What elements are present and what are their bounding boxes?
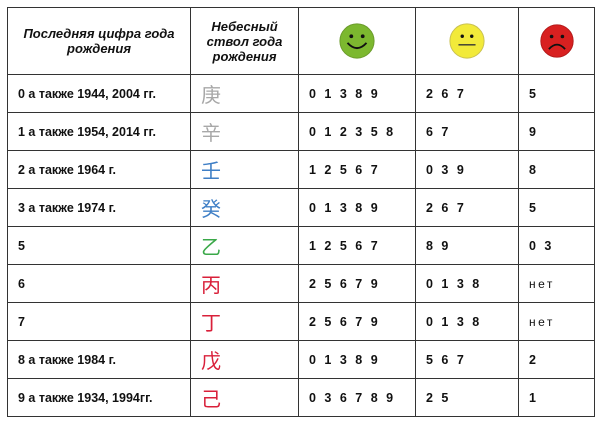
last-digit-cell: 0 а также 1944, 2004 гг. (7, 74, 191, 113)
neutral-years-cell: 5 6 7 (415, 340, 519, 379)
last-digit-cell: 1 а также 1954, 2014 гг. (7, 112, 191, 151)
good-years-cell: 0 1 3 8 9 (298, 74, 416, 113)
good-years-cell: 2 5 6 7 9 (298, 302, 416, 341)
neutral-years-cell: 0 1 3 8 (415, 264, 519, 303)
neutral-years-cell: 6 7 (415, 112, 519, 151)
smiley-sad-icon (539, 24, 574, 58)
smiley-neutral-icon (449, 23, 485, 59)
good-years-cell: 0 1 3 8 9 (298, 340, 416, 379)
neutral-years-cell: 0 3 9 (415, 150, 519, 189)
heavenly-stem-cell: 辛 (190, 112, 299, 151)
heavenly-stem-cell: 丙 (190, 264, 299, 303)
bad-years-cell: 2 (518, 340, 595, 379)
heavenly-stem-cell: 丁 (190, 302, 299, 341)
last-digit-cell: 5 (7, 226, 191, 265)
neutral-years-cell: 2 6 7 (415, 188, 519, 227)
last-digit-cell: 3 а также 1974 г. (7, 188, 191, 227)
heavenly-stem-cell: 壬 (190, 150, 299, 189)
header-row: Последняя цифра года рождения Небесный с… (7, 7, 595, 75)
last-digit-cell: 9 а также 1934, 1994гг. (7, 378, 191, 417)
heavenly-stem-cell: 乙 (190, 226, 299, 265)
heavenly-stem-cell: 庚 (190, 74, 299, 113)
bad-years-cell: 9 (518, 112, 595, 151)
neutral-years-cell: 2 5 (415, 378, 519, 417)
bad-years-cell: нет (518, 264, 595, 303)
bad-years-cell: 5 (518, 188, 595, 227)
good-years-cell: 0 1 3 8 9 (298, 188, 416, 227)
good-years-cell: 0 1 2 3 5 8 (298, 112, 416, 151)
bad-years-cell: 1 (518, 378, 595, 417)
bad-years-cell: 0 3 (518, 226, 595, 265)
good-years-cell: 2 5 6 7 9 (298, 264, 416, 303)
last-digit-cell: 7 (7, 302, 191, 341)
smiley-happy-icon (339, 23, 375, 59)
neutral-years-cell: 2 6 7 (415, 74, 519, 113)
last-digit-cell: 6 (7, 264, 191, 303)
neutral-years-cell: 8 9 (415, 226, 519, 265)
good-years-cell: 1 2 5 6 7 (298, 150, 416, 189)
header-last-digit: Последняя цифра года рождения (7, 7, 191, 75)
heavenly-stem-cell: 癸 (190, 188, 299, 227)
bad-years-cell: нет (518, 302, 595, 341)
header-heavenly-stem: Небесный ствол года рождения (190, 7, 299, 75)
good-years-cell: 0 3 6 7 8 9 (298, 378, 416, 417)
neutral-years-cell: 0 1 3 8 (415, 302, 519, 341)
heavenly-stem-cell: 戊 (190, 340, 299, 379)
heavenly-stem-cell: 己 (190, 378, 299, 417)
bad-years-cell: 8 (518, 150, 595, 189)
last-digit-cell: 2 а также 1964 г. (7, 150, 191, 189)
bad-years-cell: 5 (518, 74, 595, 113)
compatibility-table: Последняя цифра года рождения Небесный с… (7, 7, 595, 417)
good-years-cell: 1 2 5 6 7 (298, 226, 416, 265)
last-digit-cell: 8 а также 1984 г. (7, 340, 191, 379)
